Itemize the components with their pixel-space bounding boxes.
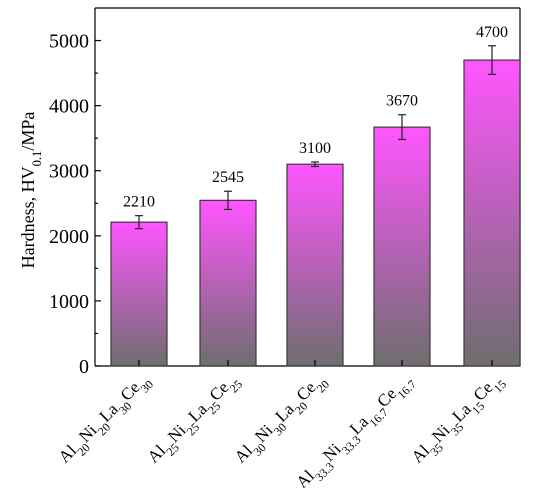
x-tick-label: Al35Ni35La15Ce15 <box>408 369 509 470</box>
y-tick-label: 2000 <box>49 226 89 248</box>
y-tick-label: 1000 <box>49 291 89 313</box>
y-tick-label: 3000 <box>49 161 89 183</box>
x-tick-label-part: Ni <box>75 420 101 446</box>
x-tick-label-part: Ce <box>117 378 144 405</box>
bar <box>286 163 344 367</box>
y-axis-title-part: Hardness, HV <box>18 166 38 268</box>
x-tick-label-part: La <box>449 399 475 425</box>
x-tick-label-part: Al <box>408 441 434 467</box>
x-tick-label-part: Ni <box>164 420 190 446</box>
y-axis-title-part: 0.1 <box>30 151 44 167</box>
x-tick-label-part: Ni <box>428 420 454 446</box>
x-tick-label-part: Ni <box>251 420 277 446</box>
x-tick-label-part: Al <box>231 441 257 467</box>
x-tick-label-part: La <box>185 399 211 425</box>
x-tick-label-part: Al <box>55 441 81 467</box>
x-tick-label: Al20Ni20La30Ce30 <box>55 369 156 470</box>
x-tick-label-part: Ce <box>293 378 320 405</box>
bar <box>199 199 257 367</box>
data-label: 2545 <box>212 169 244 186</box>
bar <box>463 59 521 367</box>
bar <box>110 221 168 367</box>
y-tick-label: 5000 <box>49 31 89 53</box>
x-tick-label-part: Al <box>144 441 170 467</box>
x-tick-label: Al25Ni25La25Ce25 <box>144 369 245 470</box>
y-axis-title-part: /MPa <box>18 112 38 151</box>
data-label: 2210 <box>123 194 155 211</box>
bar <box>373 126 431 367</box>
y-tick-label: 4000 <box>49 96 89 118</box>
x-tick-label: Al30Ni30La20Ce20 <box>231 369 332 470</box>
y-tick-label: 0 <box>79 356 89 378</box>
x-tick-label-part: Ce <box>206 378 233 405</box>
x-tick-label-part: Ni <box>319 439 345 465</box>
data-label: 3100 <box>299 140 331 157</box>
x-tick-label-part: La <box>272 399 298 425</box>
data-label: 3670 <box>386 93 418 110</box>
y-axis-title: Hardness, HV0.1/MPa <box>18 112 44 269</box>
x-tick-label-part: La <box>346 412 372 438</box>
x-tick-label-part: Ce <box>373 384 400 411</box>
x-tick-label-part: Ce <box>470 378 497 405</box>
x-tick-label-part: La <box>96 399 122 425</box>
data-label: 4700 <box>476 24 508 41</box>
